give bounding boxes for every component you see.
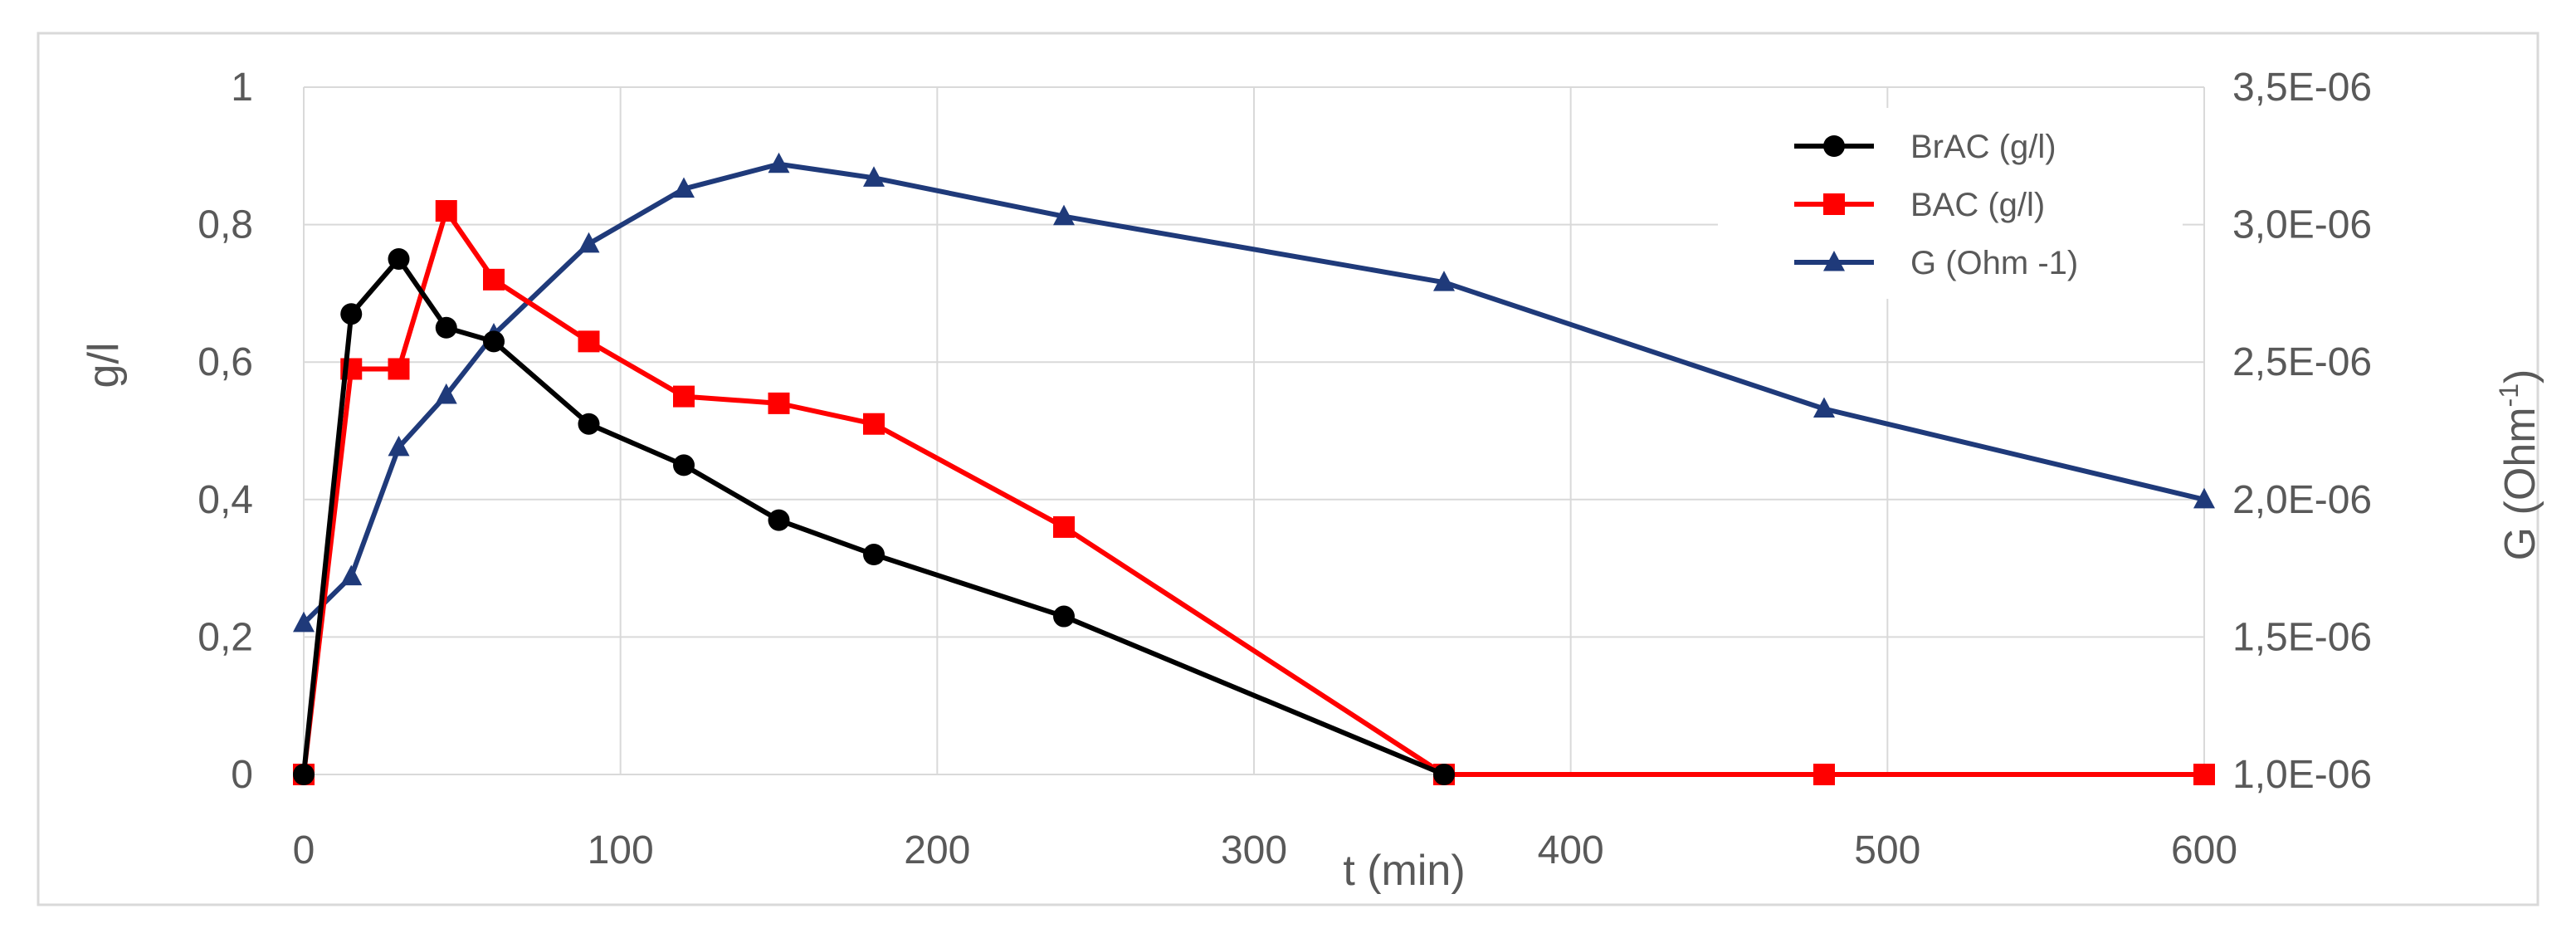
y-tick-label-5: 1 <box>231 66 253 110</box>
y2-tick-label-2: 2,0E-06 <box>2232 478 2372 522</box>
data-point-0-3 <box>435 316 457 339</box>
legend-label-0: BrAC (g/l) <box>1910 129 2056 165</box>
data-point-2-8 <box>863 166 885 187</box>
x-axis-ticks: 0 100 200 300 400 500 600 <box>293 828 2237 872</box>
data-point-1-3 <box>435 200 457 222</box>
data-point-1-8 <box>863 413 885 435</box>
data-point-0-7 <box>768 509 790 531</box>
data-point-0-4 <box>483 330 505 353</box>
data-point-1-11 <box>1813 764 1835 785</box>
data-point-2-5 <box>578 232 600 253</box>
x-tick-label-5: 500 <box>1854 828 1920 872</box>
y-axis-ticks: 0 0,2 0,4 0,6 0,8 1 <box>198 66 253 797</box>
x-tick-label-4: 400 <box>1538 828 1604 872</box>
series-0 <box>293 248 1455 785</box>
data-point-2-0 <box>293 611 315 633</box>
y2-tick-label-4: 3,0E-06 <box>2232 203 2372 247</box>
y2-tick-label-5: 3,5E-06 <box>2232 66 2372 110</box>
x-tick-label-0: 0 <box>293 828 315 872</box>
data-point-0-0 <box>293 764 315 785</box>
y-tick-label-3: 0,6 <box>198 340 253 384</box>
legend-marker-1 <box>1823 193 1845 215</box>
data-point-1-5 <box>578 330 600 353</box>
y2-axis-title-end: ) <box>2496 369 2544 384</box>
data-point-1-2 <box>388 358 410 380</box>
data-point-2-6 <box>673 177 695 198</box>
y2-tick-label-0: 1,0E-06 <box>2232 753 2372 797</box>
legend-marker-2 <box>1823 250 1845 271</box>
data-point-1-4 <box>483 268 505 291</box>
data-point-1-12 <box>2193 764 2215 785</box>
y2-axis-title: G (Ohm-1) <box>2494 369 2544 561</box>
data-point-2-2 <box>388 435 410 457</box>
data-point-1-9 <box>1053 515 1075 538</box>
y-tick-label-2: 0,4 <box>198 478 253 522</box>
data-point-2-7 <box>768 152 790 173</box>
series-2 <box>293 152 2215 633</box>
data-point-1-7 <box>768 392 790 414</box>
data-point-0-8 <box>863 544 885 566</box>
series-group <box>293 152 2215 785</box>
legend: BrAC (g/l) BAC (g/l) G (Ohm -1) <box>1718 108 2183 299</box>
y-tick-label-0: 0 <box>231 753 253 797</box>
data-point-0-2 <box>388 248 410 270</box>
x-tick-label-2: 200 <box>904 828 970 872</box>
legend-label-2: G (Ohm -1) <box>1910 245 2078 281</box>
x-tick-label-3: 300 <box>1221 828 1287 872</box>
legend-marker-0 <box>1823 135 1845 157</box>
data-point-0-10 <box>1433 764 1455 785</box>
data-point-0-1 <box>340 303 363 325</box>
data-point-2-11 <box>1813 397 1835 418</box>
y2-axis-title-main: G (Ohm <box>2496 407 2544 560</box>
y-axis-title: g/l <box>80 343 128 388</box>
data-point-0-9 <box>1053 605 1075 628</box>
data-point-2-9 <box>1053 204 1075 226</box>
data-point-1-6 <box>673 385 695 408</box>
data-point-0-6 <box>673 454 695 476</box>
y2-tick-label-1: 1,5E-06 <box>2232 615 2372 659</box>
x-tick-label-1: 100 <box>588 828 654 872</box>
x-tick-label-6: 600 <box>2171 828 2237 872</box>
y2-tick-label-3: 2,5E-06 <box>2232 340 2372 384</box>
data-point-2-12 <box>2193 487 2215 509</box>
legend-label-1: BAC (g/l) <box>1910 187 2045 223</box>
y2-axis-title-superscript: -1 <box>2494 384 2524 407</box>
y2-axis-ticks: 1,0E-06 1,5E-06 2,0E-06 2,5E-06 3,0E-06 3,5E-… <box>2232 66 2372 797</box>
y-tick-label-4: 0,8 <box>198 203 253 247</box>
data-point-2-3 <box>435 383 457 404</box>
chart-border <box>37 32 2539 906</box>
data-point-2-10 <box>1433 271 1455 291</box>
x-axis-title: t (min) <box>1343 847 1465 895</box>
data-point-2-1 <box>340 564 363 586</box>
data-point-0-5 <box>578 413 600 435</box>
y-tick-label-1: 0,2 <box>198 615 253 659</box>
